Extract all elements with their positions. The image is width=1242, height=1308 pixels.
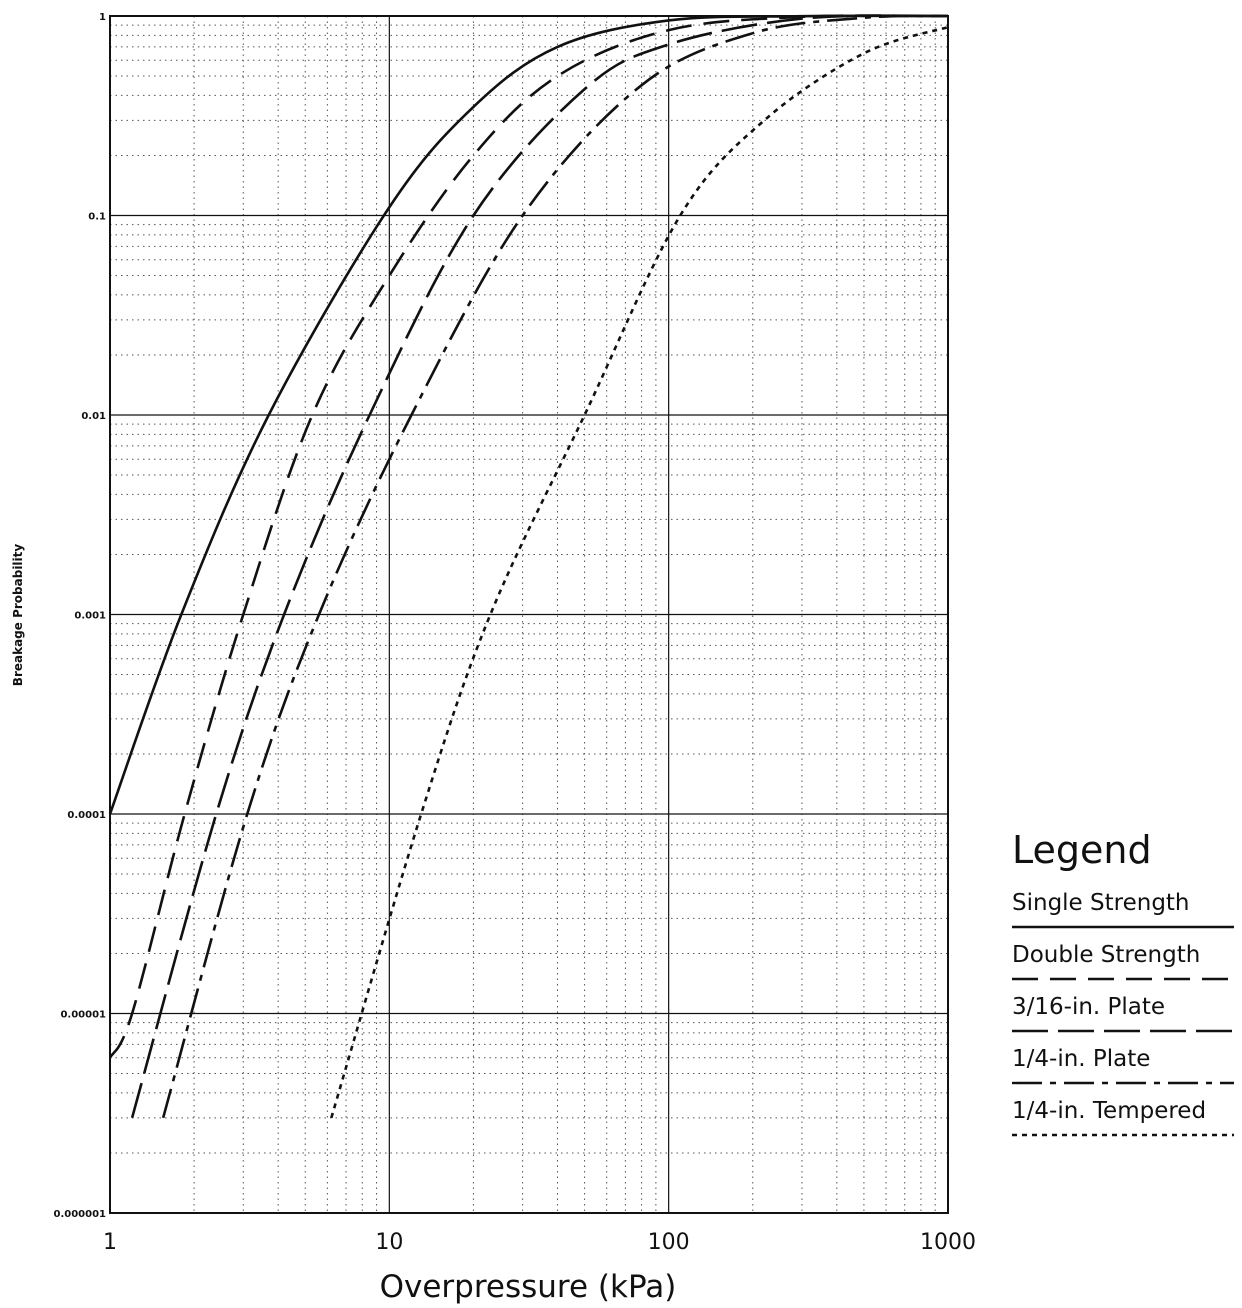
- legend-item: Double Strength: [1012, 942, 1237, 994]
- y-tick-labels: 0.000001 0.00001 0.0001 0.001 0.01 0.1 1: [53, 12, 106, 1220]
- legend-item: Single Strength: [1012, 890, 1237, 942]
- legend-title: Legend: [1012, 828, 1152, 872]
- legend-items: Single Strength Double Strength 3/16-in. P…: [1012, 890, 1237, 1150]
- x-axis-label: Overpressure (kPa): [380, 1269, 677, 1305]
- legend-swatch: [1012, 1133, 1234, 1137]
- legend-swatch: [1012, 925, 1234, 929]
- legend-swatch: [1012, 977, 1234, 981]
- legend-item: 1/4-in. Tempered: [1012, 1098, 1237, 1150]
- y-tick-label: 0.01: [81, 411, 106, 422]
- legend-swatch: [1012, 1029, 1234, 1033]
- x-tick-label: 100: [648, 1230, 690, 1255]
- series-line-1: [108, 14, 949, 815]
- y-axis-label: Breakage Probability: [11, 544, 25, 687]
- y-tick-label: 0.000001: [53, 1209, 106, 1220]
- x-tick-label: 10: [375, 1230, 403, 1255]
- legend-label: 1/4-in. Tempered: [1012, 1098, 1207, 1124]
- x-tick-label: 1000: [920, 1230, 976, 1255]
- legend-label: 1/4-in. Plate: [1012, 1046, 1151, 1072]
- series-layer: [108, 14, 949, 1119]
- x-tick-label: 1: [103, 1230, 117, 1255]
- legend-swatch: [1012, 1081, 1234, 1085]
- series-line-5: [330, 25, 949, 1119]
- major-grid: [110, 16, 948, 1213]
- y-tick-label: 0.001: [74, 611, 106, 622]
- y-tick-label: 1: [99, 12, 106, 23]
- legend-label: Double Strength: [1012, 942, 1201, 968]
- series-line-3: [130, 14, 949, 1119]
- plot-frame: [109, 15, 949, 1214]
- legend-item: 1/4-in. Plate: [1012, 1046, 1237, 1098]
- y-tick-label: 0.0001: [67, 810, 106, 821]
- x-tick-labels: 1 10 100 1000: [103, 1230, 976, 1255]
- y-tick-label: 0.1: [88, 212, 106, 223]
- series-line-4: [161, 14, 949, 1119]
- legend-item: 3/16-in. Plate: [1012, 994, 1237, 1046]
- legend: Legend Single Strength Double Strength 3/1…: [1012, 828, 1237, 1150]
- legend-label: Single Strength: [1012, 890, 1190, 916]
- legend-label: 3/16-in. Plate: [1012, 994, 1166, 1020]
- series-line-2: [108, 14, 949, 1059]
- y-tick-label: 0.00001: [60, 1010, 106, 1021]
